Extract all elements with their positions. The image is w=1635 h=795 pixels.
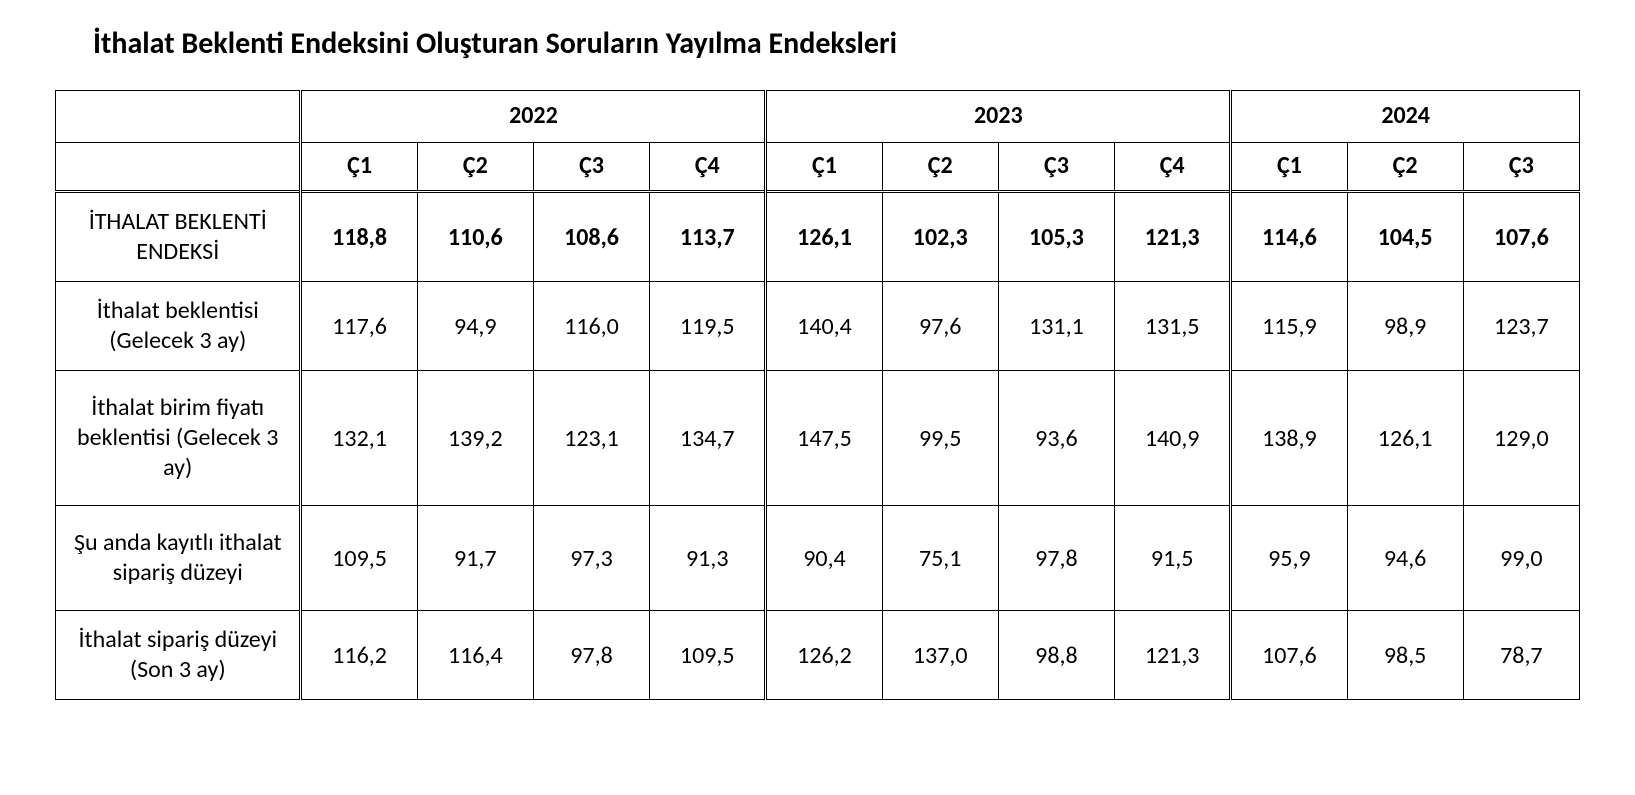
table-row: İthalat sipariş düzeyi (Son 3 ay)116,211… [56, 611, 1580, 700]
quarter-header: Ç3 [533, 143, 649, 192]
value-cell: 98,8 [998, 611, 1114, 700]
value-cell: 107,6 [1463, 192, 1579, 282]
value-cell: 109,5 [301, 506, 417, 611]
quarter-header: Ç1 [1231, 143, 1347, 192]
value-cell: 140,4 [766, 282, 882, 371]
value-cell: 138,9 [1231, 371, 1347, 506]
value-cell: 132,1 [301, 371, 417, 506]
value-cell: 126,1 [766, 192, 882, 282]
data-table: 2022 2023 2024 Ç1 Ç2 Ç3 Ç4 Ç1 Ç2 Ç3 Ç4 Ç… [55, 90, 1580, 700]
row-label: Şu anda kayıtlı ithalat sipariş düzeyi [56, 506, 301, 611]
value-cell: 131,5 [1115, 282, 1231, 371]
table-row: İTHALAT BEKLENTİ ENDEKSİ118,8110,6108,61… [56, 192, 1580, 282]
stub-cell [56, 91, 301, 143]
row-label: İthalat birim fiyatı beklentisi (Gelecek… [56, 371, 301, 506]
value-cell: 116,2 [301, 611, 417, 700]
value-cell: 129,0 [1463, 371, 1579, 506]
value-cell: 95,9 [1231, 506, 1347, 611]
value-cell: 109,5 [650, 611, 766, 700]
value-cell: 118,8 [301, 192, 417, 282]
quarter-header-row: Ç1 Ç2 Ç3 Ç4 Ç1 Ç2 Ç3 Ç4 Ç1 Ç2 Ç3 [56, 143, 1580, 192]
table-head: 2022 2023 2024 Ç1 Ç2 Ç3 Ç4 Ç1 Ç2 Ç3 Ç4 Ç… [56, 91, 1580, 192]
value-cell: 91,3 [650, 506, 766, 611]
table-row: İthalat birim fiyatı beklentisi (Gelecek… [56, 371, 1580, 506]
quarter-header: Ç1 [301, 143, 417, 192]
value-cell: 131,1 [998, 282, 1114, 371]
value-cell: 116,4 [417, 611, 533, 700]
value-cell: 102,3 [882, 192, 998, 282]
table-row: İthalat beklentisi (Gelecek 3 ay)117,694… [56, 282, 1580, 371]
row-label: İthalat beklentisi (Gelecek 3 ay) [56, 282, 301, 371]
value-cell: 98,9 [1347, 282, 1463, 371]
year-header-row: 2022 2023 2024 [56, 91, 1580, 143]
table-body: İTHALAT BEKLENTİ ENDEKSİ118,8110,6108,61… [56, 192, 1580, 700]
year-header: 2022 [301, 91, 766, 143]
value-cell: 78,7 [1463, 611, 1579, 700]
value-cell: 139,2 [417, 371, 533, 506]
value-cell: 105,3 [998, 192, 1114, 282]
value-cell: 107,6 [1231, 611, 1347, 700]
value-cell: 97,6 [882, 282, 998, 371]
value-cell: 113,7 [650, 192, 766, 282]
stub-cell [56, 143, 301, 192]
quarter-header: Ç3 [998, 143, 1114, 192]
value-cell: 119,5 [650, 282, 766, 371]
quarter-header: Ç3 [1463, 143, 1579, 192]
value-cell: 114,6 [1231, 192, 1347, 282]
value-cell: 75,1 [882, 506, 998, 611]
value-cell: 126,2 [766, 611, 882, 700]
value-cell: 140,9 [1115, 371, 1231, 506]
value-cell: 90,4 [766, 506, 882, 611]
value-cell: 123,7 [1463, 282, 1579, 371]
quarter-header: Ç4 [650, 143, 766, 192]
value-cell: 98,5 [1347, 611, 1463, 700]
value-cell: 104,5 [1347, 192, 1463, 282]
value-cell: 126,1 [1347, 371, 1463, 506]
value-cell: 97,8 [998, 506, 1114, 611]
quarter-header: Ç2 [417, 143, 533, 192]
value-cell: 123,1 [533, 371, 649, 506]
year-header: 2023 [766, 91, 1231, 143]
value-cell: 116,0 [533, 282, 649, 371]
value-cell: 110,6 [417, 192, 533, 282]
quarter-header: Ç4 [1115, 143, 1231, 192]
value-cell: 93,6 [998, 371, 1114, 506]
value-cell: 97,8 [533, 611, 649, 700]
quarter-header: Ç2 [882, 143, 998, 192]
value-cell: 137,0 [882, 611, 998, 700]
table-row: Şu anda kayıtlı ithalat sipariş düzeyi10… [56, 506, 1580, 611]
value-cell: 121,3 [1115, 192, 1231, 282]
value-cell: 121,3 [1115, 611, 1231, 700]
value-cell: 108,6 [533, 192, 649, 282]
quarter-header: Ç1 [766, 143, 882, 192]
value-cell: 91,7 [417, 506, 533, 611]
row-label: İthalat sipariş düzeyi (Son 3 ay) [56, 611, 301, 700]
value-cell: 115,9 [1231, 282, 1347, 371]
page-title: İthalat Beklenti Endeksini Oluşturan Sor… [93, 25, 1580, 62]
value-cell: 97,3 [533, 506, 649, 611]
value-cell: 94,9 [417, 282, 533, 371]
value-cell: 94,6 [1347, 506, 1463, 611]
value-cell: 134,7 [650, 371, 766, 506]
value-cell: 99,5 [882, 371, 998, 506]
year-header: 2024 [1231, 91, 1580, 143]
value-cell: 99,0 [1463, 506, 1579, 611]
row-label: İTHALAT BEKLENTİ ENDEKSİ [56, 192, 301, 282]
value-cell: 147,5 [766, 371, 882, 506]
value-cell: 117,6 [301, 282, 417, 371]
quarter-header: Ç2 [1347, 143, 1463, 192]
value-cell: 91,5 [1115, 506, 1231, 611]
